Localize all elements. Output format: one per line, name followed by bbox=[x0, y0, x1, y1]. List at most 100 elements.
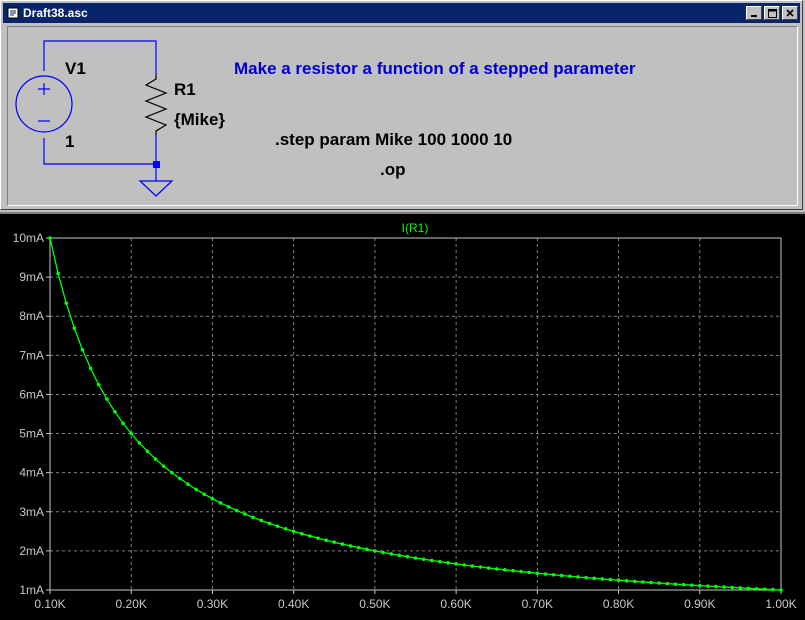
trace-point bbox=[161, 464, 166, 468]
minimize-icon bbox=[751, 15, 757, 17]
trace-point bbox=[275, 524, 280, 528]
trace-point bbox=[714, 584, 718, 589]
x-tick-label: 1.00K bbox=[765, 597, 796, 611]
ground-symbol[interactable] bbox=[138, 180, 174, 197]
trace-point bbox=[527, 570, 532, 575]
resistor-r1[interactable] bbox=[144, 75, 168, 135]
trace-point bbox=[641, 580, 645, 584]
r1-label[interactable]: R1 bbox=[174, 80, 196, 99]
trace-point bbox=[689, 583, 694, 587]
y-tick-label: 7mA bbox=[19, 348, 44, 362]
schematic-document-icon bbox=[7, 7, 19, 19]
y-axis-ticks: 10mA 9mA 8mA 7mA 6mA 5mA 4mA 3mA 2mA 1mA bbox=[13, 231, 50, 597]
v1-label[interactable]: V1 bbox=[65, 59, 86, 78]
trace-point bbox=[283, 527, 288, 531]
trace-point bbox=[373, 549, 377, 553]
trace-point bbox=[48, 236, 52, 240]
trace-point bbox=[121, 421, 125, 426]
y-tick-label: 8mA bbox=[19, 309, 44, 323]
x-tick-label: 0.60K bbox=[440, 597, 471, 611]
trace-point bbox=[113, 410, 117, 414]
y-tick-label: 2mA bbox=[19, 544, 44, 558]
trace-line bbox=[49, 237, 782, 591]
title-bar[interactable]: Draft38.asc bbox=[3, 3, 800, 23]
trace-point bbox=[462, 563, 467, 567]
r1-value[interactable]: {Mike} bbox=[174, 110, 226, 129]
trace-point bbox=[470, 564, 475, 568]
trace-point bbox=[267, 521, 272, 526]
waveform-viewer[interactable]: I(R1) 10mA 9mA 8mA 7mA 6mA 5mA 4mA 3mA 2mA 1mA 0.… bbox=[0, 212, 805, 620]
trace-i-r1[interactable] bbox=[48, 236, 783, 592]
trace-point bbox=[494, 567, 499, 571]
schematic-comment[interactable]: Make a resistor a function of a stepped … bbox=[234, 59, 636, 78]
trace-point bbox=[291, 529, 296, 534]
trace-title[interactable]: I(R1) bbox=[402, 221, 429, 235]
restore-button[interactable] bbox=[764, 6, 780, 20]
trace-point bbox=[186, 482, 190, 487]
trace-point bbox=[511, 568, 515, 573]
trace-point bbox=[779, 588, 783, 592]
voltage-source-v1[interactable] bbox=[15, 75, 73, 133]
trace-point bbox=[259, 518, 263, 523]
schematic-canvas[interactable]: V1 1 R1 {Mike} Make a resistor a functio… bbox=[7, 26, 798, 206]
plot-frame bbox=[49, 237, 782, 591]
trace-point bbox=[754, 586, 759, 591]
x-tick-label: 0.20K bbox=[116, 597, 147, 611]
y-tick-label: 6mA bbox=[19, 387, 44, 401]
trace-point bbox=[210, 496, 215, 501]
trace-point bbox=[194, 487, 198, 492]
trace-point bbox=[308, 534, 312, 538]
y-tick-label: 4mA bbox=[19, 466, 44, 480]
minimize-button[interactable] bbox=[746, 6, 762, 20]
trace-point bbox=[551, 572, 556, 577]
x-tick-label: 0.10K bbox=[34, 597, 65, 611]
trace-point bbox=[381, 550, 385, 555]
trace-point bbox=[348, 544, 353, 548]
trace-point bbox=[738, 586, 743, 590]
trace-point bbox=[421, 557, 426, 562]
trace-point bbox=[235, 508, 239, 513]
trace-point bbox=[64, 301, 69, 305]
trace-point bbox=[429, 558, 434, 563]
x-tick-label: 0.90K bbox=[684, 597, 715, 611]
restore-icon bbox=[767, 8, 777, 18]
op-directive[interactable]: .op bbox=[380, 160, 406, 179]
trace-point bbox=[72, 326, 77, 331]
trace-point bbox=[129, 431, 134, 436]
trace-point bbox=[503, 568, 507, 572]
x-tick-label: 0.70K bbox=[522, 597, 553, 611]
trace-point bbox=[446, 561, 450, 565]
trace-point bbox=[559, 573, 564, 578]
y-tick-label: 3mA bbox=[19, 505, 44, 519]
circuit-diagram[interactable] bbox=[8, 27, 797, 205]
trace-point bbox=[340, 542, 345, 546]
trace-point bbox=[592, 576, 596, 581]
schematic-window: Draft38.asc bbox=[0, 0, 803, 210]
trace-point bbox=[226, 505, 231, 509]
y-tick-label: 10mA bbox=[13, 231, 44, 245]
trace-point bbox=[364, 547, 369, 552]
trace-point bbox=[80, 347, 85, 352]
x-tick-label: 0.30K bbox=[197, 597, 228, 611]
window-title: Draft38.asc bbox=[23, 6, 88, 20]
close-icon bbox=[786, 9, 794, 17]
v1-value[interactable]: 1 bbox=[65, 132, 75, 151]
trace-point bbox=[202, 492, 207, 497]
trace-point bbox=[170, 470, 174, 475]
trace-point bbox=[673, 582, 678, 586]
wire-top bbox=[43, 40, 157, 75]
trace-point bbox=[568, 574, 572, 579]
trace-point bbox=[324, 538, 328, 543]
trace-point bbox=[96, 382, 101, 387]
trace-point bbox=[478, 565, 483, 569]
trace-point bbox=[56, 271, 60, 276]
step-directive[interactable]: .step param Mike 100 1000 10 bbox=[275, 130, 513, 149]
trace-point bbox=[88, 366, 93, 371]
trace-point bbox=[657, 581, 661, 585]
close-button[interactable] bbox=[782, 6, 798, 20]
plot-area[interactable]: I(R1) 10mA 9mA 8mA 7mA 6mA 5mA 4mA 3mA 2mA 1mA 0.… bbox=[0, 214, 805, 620]
plot-grid bbox=[50, 238, 781, 590]
trace-point bbox=[397, 553, 402, 558]
trace-point bbox=[438, 559, 442, 564]
trace-point bbox=[243, 512, 247, 516]
